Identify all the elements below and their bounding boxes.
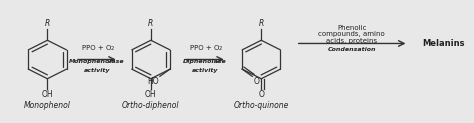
Text: Condensation: Condensation	[328, 47, 376, 52]
Text: activity: activity	[84, 68, 110, 73]
Text: O: O	[254, 77, 260, 86]
Text: Phenolic: Phenolic	[337, 25, 366, 31]
Text: Monophenol: Monophenol	[24, 101, 71, 110]
Text: HO: HO	[147, 77, 159, 86]
Text: compounds, amino: compounds, amino	[319, 31, 385, 38]
Text: PPO + O: PPO + O	[82, 45, 112, 51]
Text: OH: OH	[145, 90, 157, 99]
Text: activity: activity	[192, 68, 219, 73]
Text: 2: 2	[111, 46, 114, 51]
Text: Ortho-quinone: Ortho-quinone	[234, 101, 289, 110]
Text: R: R	[259, 19, 264, 28]
Text: Ortho-diphenol: Ortho-diphenol	[122, 101, 180, 110]
Text: Melanins: Melanins	[422, 39, 465, 48]
Text: Monophenolase: Monophenolase	[69, 59, 125, 64]
Text: Diphenolase: Diphenolase	[183, 59, 227, 64]
Text: acids, proteins: acids, proteins	[326, 38, 377, 44]
Text: 2: 2	[219, 46, 222, 51]
Text: R: R	[45, 19, 50, 28]
Text: OH: OH	[42, 90, 53, 99]
Text: R: R	[148, 19, 154, 28]
Text: O: O	[258, 90, 264, 99]
Text: PPO + O: PPO + O	[191, 45, 220, 51]
